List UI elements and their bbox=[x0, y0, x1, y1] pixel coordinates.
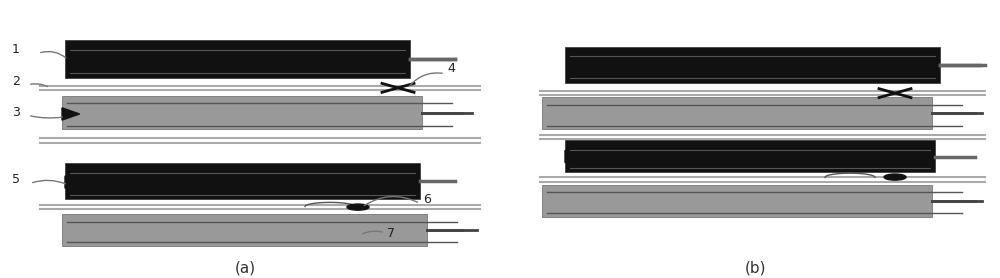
FancyBboxPatch shape bbox=[565, 140, 935, 172]
FancyBboxPatch shape bbox=[565, 47, 940, 83]
FancyBboxPatch shape bbox=[62, 214, 427, 246]
FancyBboxPatch shape bbox=[65, 40, 410, 78]
Text: 5: 5 bbox=[12, 173, 20, 187]
FancyBboxPatch shape bbox=[542, 97, 932, 129]
FancyBboxPatch shape bbox=[65, 163, 420, 199]
Text: 4: 4 bbox=[447, 62, 455, 75]
Polygon shape bbox=[565, 150, 583, 163]
Circle shape bbox=[347, 204, 369, 210]
Text: 3: 3 bbox=[12, 106, 20, 119]
Polygon shape bbox=[65, 176, 83, 188]
FancyBboxPatch shape bbox=[542, 185, 932, 217]
Polygon shape bbox=[62, 108, 80, 120]
Text: 1: 1 bbox=[12, 43, 20, 56]
Text: 2: 2 bbox=[12, 75, 20, 88]
Text: (a): (a) bbox=[234, 260, 256, 275]
Circle shape bbox=[884, 174, 906, 180]
Text: 6: 6 bbox=[423, 193, 431, 206]
FancyBboxPatch shape bbox=[62, 96, 422, 129]
Text: 7: 7 bbox=[387, 227, 395, 240]
Text: (b): (b) bbox=[744, 260, 766, 275]
